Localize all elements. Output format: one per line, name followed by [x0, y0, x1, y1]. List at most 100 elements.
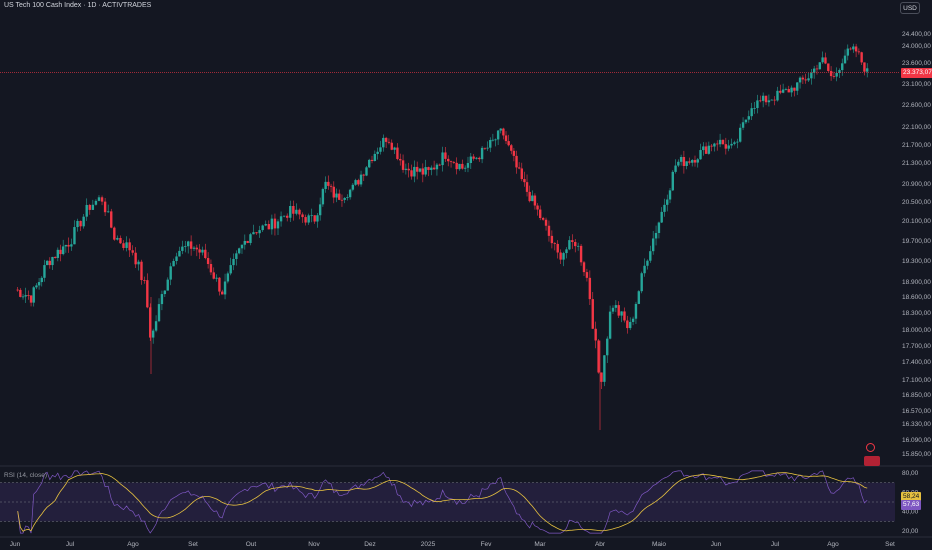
- candle-body: [531, 195, 534, 202]
- candle-body: [29, 295, 33, 303]
- candle-body: [246, 240, 249, 243]
- candle-body: [324, 181, 327, 190]
- price-axis-tick: 18.000,00: [902, 327, 931, 334]
- rsi-axis-tick: 20,00: [902, 528, 919, 535]
- candle-body: [97, 197, 101, 201]
- candle-body: [674, 165, 677, 172]
- candle-body: [313, 215, 316, 222]
- candle-body: [359, 174, 363, 185]
- candle-body: [310, 215, 313, 217]
- candle-body: [556, 243, 559, 253]
- candle-body: [702, 146, 705, 151]
- candle-body: [776, 90, 779, 101]
- price-axis-tick: 20.500,00: [902, 199, 931, 206]
- candle-body: [292, 205, 295, 214]
- candle-body: [486, 147, 489, 149]
- time-axis-tick: Jun: [711, 541, 722, 548]
- candle-body: [59, 249, 62, 255]
- candle-body: [73, 227, 76, 245]
- candle-body: [666, 199, 669, 205]
- candle-body: [579, 245, 583, 263]
- rsi-axis-tick: 40,00: [902, 509, 919, 516]
- price-axis-tick: 21.700,00: [902, 142, 931, 149]
- price-axis-tick: 16.850,00: [902, 392, 931, 399]
- price-axis-tick: 24.400,00: [902, 31, 931, 38]
- candle-body: [565, 249, 568, 254]
- time-axis-tick: Maio: [652, 541, 666, 548]
- candle-body: [229, 265, 232, 274]
- candle-body: [576, 245, 580, 247]
- candle-body: [304, 217, 307, 223]
- time-axis-tick: Jul: [66, 541, 75, 548]
- candle-body: [525, 182, 529, 192]
- candle-body: [626, 320, 629, 329]
- candle-body: [198, 249, 201, 253]
- price-axis-tick: 19.700,00: [902, 238, 931, 245]
- candle-body: [614, 305, 618, 308]
- candle-body: [866, 68, 869, 72]
- currency-button[interactable]: USD: [900, 2, 920, 14]
- candle-body: [562, 253, 565, 260]
- price-axis-tick: 20.100,00: [902, 218, 931, 225]
- candle-body: [189, 241, 193, 249]
- candle-body: [849, 48, 852, 50]
- candle-body: [116, 237, 119, 240]
- candle-body: [496, 130, 500, 140]
- candle-body: [237, 248, 241, 254]
- candle-body: [415, 166, 419, 172]
- candle-body: [832, 76, 836, 77]
- candle-body: [523, 179, 526, 183]
- candle-body: [21, 296, 25, 298]
- candle-body: [696, 159, 699, 163]
- candle-body: [810, 72, 813, 79]
- candle-body: [316, 215, 319, 222]
- candle-body: [125, 242, 128, 248]
- candle-body: [671, 171, 674, 191]
- last-price-badge: 23.373,07: [901, 68, 932, 78]
- candle-body: [243, 240, 247, 245]
- candle-body: [40, 277, 43, 283]
- candle-body: [679, 156, 683, 162]
- candle-body: [267, 224, 271, 230]
- candle-body: [282, 215, 286, 217]
- candle-body: [452, 162, 456, 163]
- time-axis-tick: Jul: [771, 541, 780, 548]
- candle-body: [64, 244, 68, 247]
- candle-body: [796, 82, 799, 91]
- candle-body: [295, 209, 298, 214]
- price-axis-tick: 16.570,00: [902, 408, 931, 415]
- candle-body: [710, 145, 713, 147]
- candle-body: [585, 272, 589, 278]
- candle-body: [362, 174, 365, 176]
- candle-body: [541, 218, 545, 220]
- candle-body: [634, 303, 638, 319]
- price-axis-tick: 23.600,00: [902, 60, 931, 67]
- candle-body: [252, 232, 255, 235]
- candle-body: [491, 139, 495, 141]
- price-axis-tick: 22.600,00: [902, 102, 931, 109]
- candle-body: [790, 87, 793, 93]
- candle-body: [373, 153, 377, 162]
- candle-body: [273, 218, 277, 229]
- candle-body: [45, 260, 49, 266]
- candle-body: [413, 166, 416, 177]
- alert-clock-icon[interactable]: [866, 443, 875, 452]
- candle-body: [240, 244, 244, 249]
- candle-body: [466, 163, 470, 168]
- candle-body: [504, 135, 508, 142]
- candle-body: [539, 209, 542, 219]
- candle-body: [51, 256, 54, 266]
- candle-body: [175, 256, 178, 261]
- candle-body: [685, 161, 688, 167]
- candle-body: [390, 142, 393, 150]
- candle-body: [691, 160, 694, 163]
- candle-body: [649, 251, 652, 261]
- candle-body: [489, 140, 492, 148]
- candle-body: [19, 289, 22, 297]
- candle-body: [163, 290, 167, 295]
- candle-body: [738, 127, 742, 142]
- candle-body: [458, 163, 461, 170]
- candle-body: [149, 307, 152, 338]
- candle-body: [852, 46, 855, 50]
